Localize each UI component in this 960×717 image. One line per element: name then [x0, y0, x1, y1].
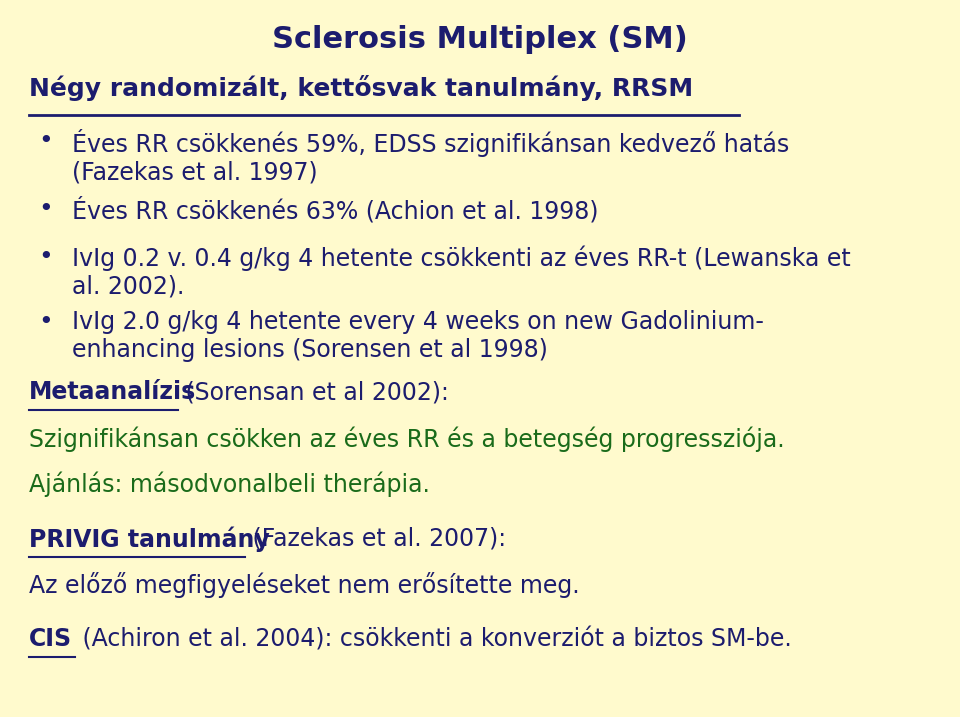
Text: IvIg 2.0 g/kg 4 hetente every 4 weeks on new Gadolinium-
enhancing lesions (Sore: IvIg 2.0 g/kg 4 hetente every 4 weeks on…: [72, 310, 764, 361]
Text: (Sorensan et al 2002):: (Sorensan et al 2002):: [178, 380, 448, 404]
Text: Metaanalízis: Metaanalízis: [29, 380, 196, 404]
Text: (Fazekas et al. 2007):: (Fazekas et al. 2007):: [245, 527, 506, 551]
Text: •: •: [38, 129, 53, 153]
Text: Ajánlás: másodvonalbeli therápia.: Ajánlás: másodvonalbeli therápia.: [29, 472, 430, 498]
Text: •: •: [38, 310, 53, 333]
Text: •: •: [38, 197, 53, 221]
Text: Sclerosis Multiplex (SM): Sclerosis Multiplex (SM): [272, 25, 688, 54]
Text: •: •: [38, 245, 53, 269]
Text: Négy randomizált, kettősvak tanulmány, RRSM: Négy randomizált, kettősvak tanulmány, R…: [29, 75, 693, 101]
Text: PRIVIG tanulmány: PRIVIG tanulmány: [29, 527, 270, 553]
Text: Az előző megfigyeléseket nem erősítette meg.: Az előző megfigyeléseket nem erősítette …: [29, 572, 580, 598]
Text: Éves RR csökkenés 59%, EDSS szignifikánsan kedvező hatás
(Fazekas et al. 1997): Éves RR csökkenés 59%, EDSS szignifikáns…: [72, 129, 789, 185]
Text: Szignifikánsan csökken az éves RR és a betegség progressziója.: Szignifikánsan csökken az éves RR és a b…: [29, 427, 784, 452]
Text: (Achiron et al. 2004): csökkenti a konverziót a biztos SM-be.: (Achiron et al. 2004): csökkenti a konve…: [75, 627, 792, 651]
Text: CIS: CIS: [29, 627, 72, 651]
Text: IvIg 0.2 v. 0.4 g/kg 4 hetente csökkenti az éves RR-t (Lewanska et
al. 2002).: IvIg 0.2 v. 0.4 g/kg 4 hetente csökkenti…: [72, 245, 851, 298]
Text: Éves RR csökkenés 63% (Achion et al. 1998): Éves RR csökkenés 63% (Achion et al. 199…: [72, 197, 598, 224]
